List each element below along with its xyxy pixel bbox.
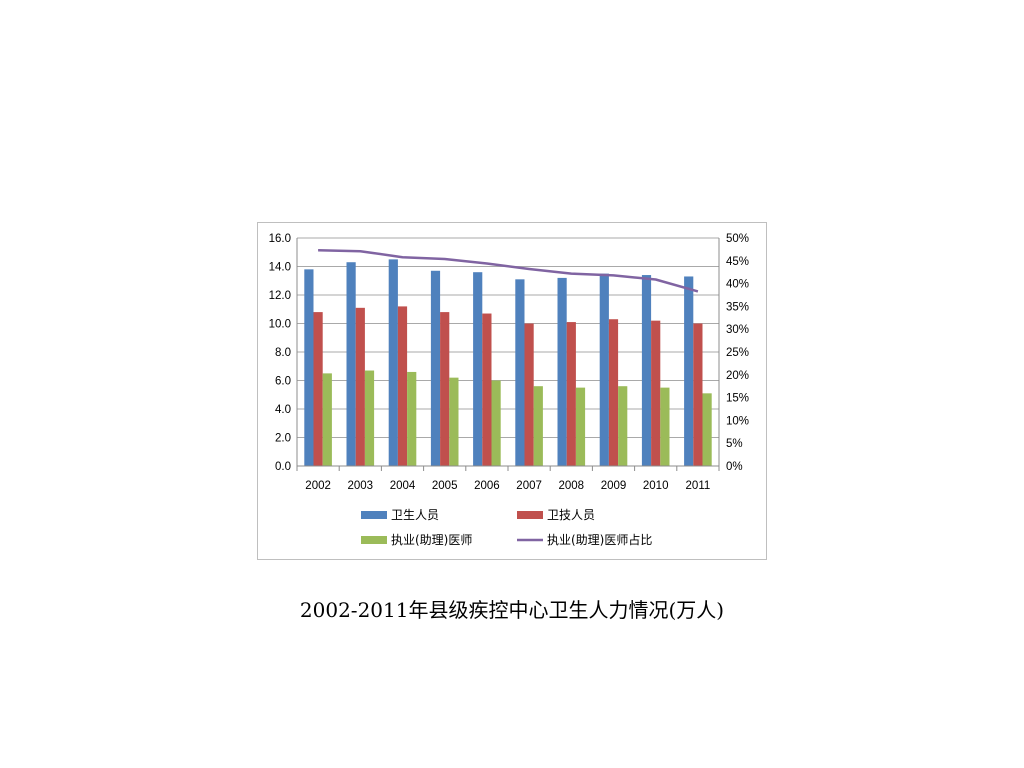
- y-right-tick-label: 15%: [726, 393, 749, 405]
- y-left-tick-label: 6.0: [275, 376, 291, 388]
- bar: [608, 319, 619, 466]
- bar: [322, 373, 332, 466]
- chart-frame: [257, 222, 767, 560]
- y-left-tick-label: 14.0: [269, 262, 291, 274]
- legend-label: 执业(助理)医师占比: [547, 532, 652, 547]
- bar: [524, 323, 534, 466]
- bar: [473, 272, 483, 466]
- axes: 0.0 2.0 4.0 6.0 8.0 10.0 12.0 14.0 16.0 0% 5% 10% 15…: [269, 233, 749, 492]
- x-tick-label: 2009: [601, 480, 627, 492]
- x-tick-label: 2008: [559, 480, 585, 492]
- legend-swatch: [517, 511, 543, 519]
- y-left-tick-label: 0.0: [275, 461, 291, 473]
- x-tick-label: 2011: [686, 480, 711, 492]
- bar: [491, 380, 501, 466]
- bar: [364, 370, 375, 466]
- y-left-tick-label: 8.0: [275, 347, 291, 359]
- bar: [397, 306, 408, 466]
- bar: [575, 387, 586, 466]
- bar: [618, 386, 628, 466]
- line-series: [318, 249, 699, 293]
- bar: [430, 270, 441, 466]
- bar: [515, 279, 525, 466]
- y-right-tick-label: 50%: [726, 233, 749, 245]
- y-left-tick-label: 16.0: [269, 233, 291, 245]
- y-right-tick-label: 25%: [726, 347, 749, 359]
- bar: [660, 387, 670, 466]
- x-tick-label: 2010: [643, 480, 669, 492]
- legend-label: 卫生人员: [391, 508, 439, 522]
- ratio-line: [318, 249, 699, 293]
- bar: [693, 323, 703, 466]
- y-right-tick-label: 0%: [726, 461, 743, 473]
- chart: 0.0 2.0 4.0 6.0 8.0 10.0 12.0 14.0 16.0 0% 5% 10% 15…: [269, 233, 749, 547]
- bar: [641, 275, 652, 466]
- bar: [355, 307, 365, 466]
- bar: [533, 386, 543, 466]
- x-tick-label: 2005: [432, 480, 458, 492]
- bar: [407, 371, 417, 466]
- x-tick-label: 2004: [390, 480, 416, 492]
- y-right-tick-label: 40%: [726, 279, 749, 291]
- x-tick-label: 2007: [516, 480, 542, 492]
- y-right-tick-label: 5%: [726, 438, 743, 450]
- bar: [482, 313, 492, 466]
- y-right-tick-label: 45%: [726, 256, 749, 268]
- y-right-tick-label: 20%: [726, 370, 749, 382]
- legend-label: 执业(助理)医师: [391, 533, 472, 547]
- bar: [684, 276, 694, 466]
- bar: [557, 277, 567, 466]
- y-right-tick-label: 35%: [726, 301, 749, 313]
- legend-swatch: [361, 511, 387, 519]
- y-left-tick-label: 4.0: [275, 404, 291, 416]
- y-left-tick-label: 10.0: [269, 319, 291, 331]
- bar: [346, 262, 356, 466]
- x-tick-label: 2003: [348, 480, 374, 492]
- x-tick-label: 2002: [305, 480, 331, 492]
- bar: [566, 322, 576, 466]
- legend-swatch: [361, 536, 387, 544]
- bar: [651, 320, 661, 466]
- y-left-tick-label: 12.0: [269, 290, 291, 302]
- bar: [304, 269, 314, 466]
- bar: [388, 259, 398, 466]
- bars: [304, 259, 712, 466]
- y-right-tick-label: 30%: [726, 324, 749, 336]
- bar: [702, 393, 712, 466]
- bar: [440, 312, 450, 466]
- x-tick-label: 2006: [474, 480, 500, 492]
- bar: [449, 377, 459, 466]
- legend-label: 卫技人员: [547, 508, 595, 522]
- chart-caption: 2002-2011年县级疾控中心卫生人力情况(万人): [299, 598, 725, 622]
- bar: [313, 312, 323, 466]
- bar: [599, 273, 609, 466]
- y-right-tick-label: 10%: [726, 415, 749, 427]
- y-left-tick-label: 2.0: [275, 433, 291, 445]
